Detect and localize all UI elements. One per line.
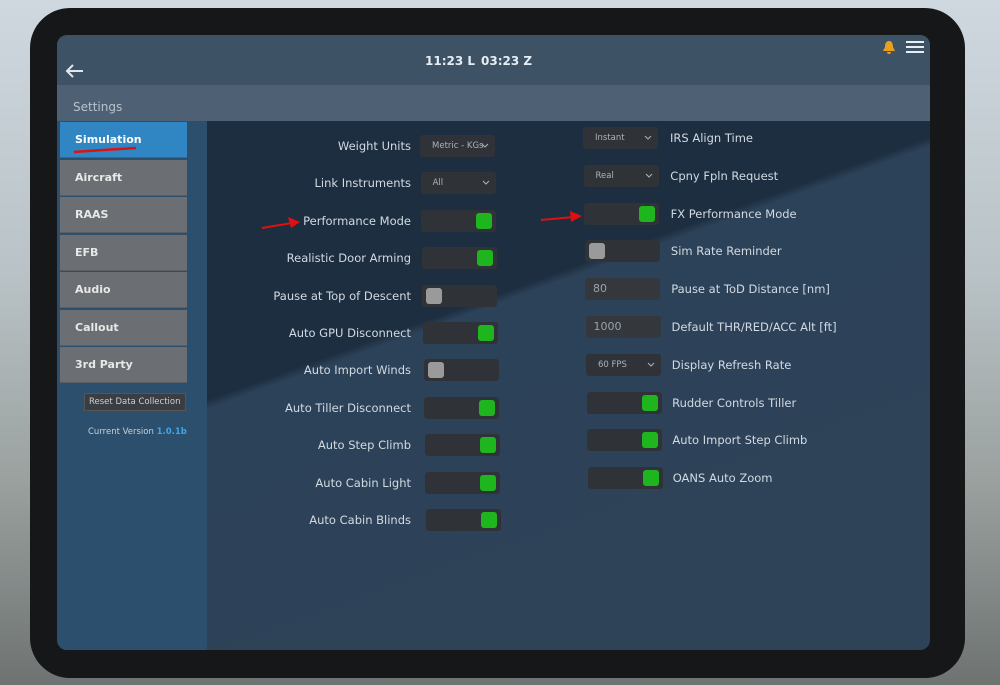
chevron: [481, 143, 489, 148]
setting-label: Auto Cabin Light: [315, 475, 411, 490]
setting-label: OANS Auto Zoom: [672, 471, 773, 486]
text-input[interactable]: 1000: [585, 316, 661, 338]
setting-label: Weight Units: [337, 139, 411, 153]
page-title: Settings: [73, 100, 123, 114]
toggle[interactable]: [587, 467, 663, 490]
toggle-knob: [481, 512, 497, 528]
time-local: 11:23 L: [425, 54, 476, 68]
dropdown[interactable]: Metric - KGs: [420, 135, 495, 157]
dropdown[interactable]: All: [420, 172, 496, 195]
setting-label: Auto GPU Disconnect: [288, 326, 411, 340]
dropdown[interactable]: Real: [583, 164, 659, 187]
toggle-knob: [642, 432, 658, 449]
nav-item[interactable]: RAAS: [60, 197, 187, 233]
toggle-knob: [476, 212, 493, 229]
setting-label: Pause at ToD Distance [nm]: [671, 282, 830, 297]
setting-label: Realistic Door Arming: [286, 251, 411, 266]
setting-label: Auto Import Winds: [303, 363, 411, 378]
toggle[interactable]: [423, 359, 499, 382]
efb-screen: 11:23 L 03:23 Z Settings Simulation Aircr…: [57, 35, 930, 650]
setting-label: Rudder Controls Tiller: [672, 395, 797, 410]
toggle-knob: [426, 287, 443, 304]
setting-label: Sim Rate Reminder: [670, 244, 782, 259]
back-button[interactable]: [63, 63, 87, 79]
nav-item[interactable]: Audio: [60, 272, 187, 308]
chevron: [645, 173, 652, 178]
toggle[interactable]: [584, 202, 659, 225]
title-bar: Settings: [57, 85, 930, 121]
setting-label: Auto Import Step Climb: [672, 433, 808, 448]
toggle[interactable]: [587, 429, 662, 452]
toggle[interactable]: [426, 509, 501, 531]
chevron: [482, 181, 489, 186]
nav-item[interactable]: 3rd Party: [60, 347, 187, 383]
toggle[interactable]: [421, 209, 497, 232]
nav-item[interactable]: EFB: [60, 234, 187, 271]
time-zulu: 03:23 Z: [481, 54, 533, 68]
nav-item[interactable]: Aircraft: [60, 159, 187, 196]
toggle-knob: [588, 243, 605, 260]
toggle[interactable]: [422, 284, 498, 307]
bell-icon[interactable]: [882, 40, 896, 54]
dropdown[interactable]: Instant: [583, 127, 658, 149]
setting-label: Link Instruments: [314, 176, 411, 191]
toggle[interactable]: [586, 391, 662, 414]
toggle-knob: [479, 399, 496, 416]
toggle-knob: [639, 205, 655, 222]
top-bar: 11:23 L 03:23 Z: [57, 35, 930, 85]
toggle-knob: [642, 470, 659, 487]
menu-icon[interactable]: [905, 40, 925, 54]
nav-item[interactable]: Callout: [60, 309, 187, 346]
reset-button[interactable]: Reset Data Collection: [84, 393, 186, 411]
setting-label: Auto Cabin Blinds: [309, 513, 411, 527]
version-label: Current Version: [88, 427, 154, 437]
setting-label: Auto Step Climb: [317, 438, 411, 453]
setting-label: Cpny Fpln Request: [670, 168, 779, 183]
toggle[interactable]: [424, 434, 500, 457]
setting-label: Pause at Top of Descent: [273, 288, 411, 303]
toggle-knob: [476, 250, 493, 267]
toggle-knob: [478, 325, 494, 341]
toggle[interactable]: [423, 322, 498, 344]
settings-content: Weight Units Metric - KGs Link Instruments…: [57, 35, 930, 650]
toggle-knob: [480, 474, 497, 491]
chevron: [647, 362, 655, 367]
setting-label: Performance Mode: [303, 213, 411, 228]
text-input[interactable]: 80: [585, 278, 660, 301]
toggle[interactable]: [584, 240, 660, 263]
setting-label: Display Refresh Rate: [671, 357, 792, 372]
setting-label: Default THR/RED/ACC Alt [ft]: [671, 320, 837, 334]
setting-label: IRS Align Time: [670, 131, 753, 145]
version-value: 1.0.1b: [156, 427, 187, 437]
chevron: [644, 135, 652, 140]
dropdown[interactable]: 60 FPS: [586, 353, 661, 376]
toggle[interactable]: [424, 396, 500, 419]
version-row: Current Version 1.0.1b: [88, 427, 187, 437]
setting-label: Auto Tiller Disconnect: [285, 400, 411, 415]
toggle-knob: [479, 437, 496, 454]
toggle[interactable]: [421, 247, 497, 270]
toggle[interactable]: [425, 471, 501, 494]
setting-label: FX Performance Mode: [670, 206, 797, 221]
toggle-knob: [427, 362, 444, 379]
toggle-knob: [641, 394, 658, 411]
